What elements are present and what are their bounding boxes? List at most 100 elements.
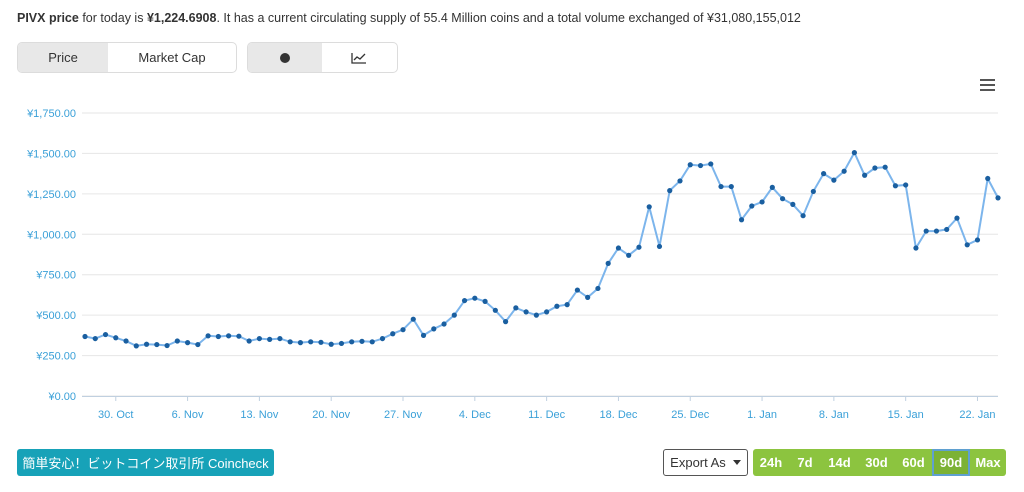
coincheck-ad-button[interactable]: 簡単安心！ビットコイン取引所 Coincheck bbox=[17, 449, 274, 476]
data-point bbox=[338, 340, 345, 347]
data-point bbox=[133, 343, 139, 349]
x-tick-label: 30. Oct bbox=[98, 409, 133, 421]
data-point bbox=[810, 188, 816, 195]
data-point bbox=[502, 319, 509, 325]
range-30d[interactable]: 30d bbox=[865, 455, 888, 470]
data-point bbox=[749, 203, 755, 209]
data-point bbox=[944, 226, 950, 233]
data-point bbox=[195, 341, 201, 348]
data-point bbox=[492, 307, 498, 313]
range-24h[interactable]: 24h bbox=[759, 455, 783, 470]
data-point bbox=[933, 228, 940, 234]
data-point bbox=[92, 335, 98, 342]
y-tick-label: ¥1,000.00 bbox=[26, 229, 76, 241]
data-point bbox=[595, 285, 601, 292]
caret-down-icon bbox=[732, 460, 741, 465]
dot-icon bbox=[280, 52, 290, 63]
data-point bbox=[851, 150, 857, 156]
data-point bbox=[441, 321, 447, 327]
data-point bbox=[769, 184, 775, 190]
data-point bbox=[379, 335, 386, 342]
y-tick-label: ¥0.00 bbox=[47, 391, 76, 403]
range-14d[interactable]: 14d bbox=[828, 455, 851, 470]
range-60d[interactable]: 60d bbox=[902, 455, 925, 470]
data-point bbox=[800, 213, 806, 219]
data-point bbox=[297, 340, 304, 346]
range-7d[interactable]: 7d bbox=[797, 455, 813, 470]
x-axis-labels: 30. Oct 6. Nov 13. Nov 20. Nov 27. Nov 4. Dec… bbox=[98, 396, 996, 421]
data-point bbox=[687, 162, 693, 168]
data-point bbox=[779, 196, 786, 202]
x-tick-label: 13. Nov bbox=[240, 409, 278, 421]
data-point bbox=[759, 199, 765, 205]
data-point bbox=[420, 332, 427, 338]
market-cap-tab[interactable]: Market Cap bbox=[138, 50, 206, 65]
data-point bbox=[923, 228, 929, 234]
line-chart-button[interactable] bbox=[322, 43, 396, 72]
data-point bbox=[882, 164, 888, 170]
export-button[interactable]: Export As bbox=[663, 449, 748, 476]
data-point bbox=[615, 245, 622, 251]
y-tick-label: ¥1,250.00 bbox=[26, 189, 76, 201]
data-point bbox=[728, 183, 734, 190]
data-point bbox=[708, 161, 714, 167]
data-point bbox=[574, 287, 581, 293]
price-tab[interactable]: Price bbox=[18, 43, 108, 72]
data-point bbox=[287, 339, 293, 345]
data-point bbox=[974, 237, 981, 243]
dot-chart-button[interactable] bbox=[248, 43, 322, 72]
x-tick-label: 20. Nov bbox=[312, 409, 350, 421]
data-point bbox=[472, 295, 478, 301]
data-point bbox=[328, 341, 334, 347]
price-series bbox=[84, 150, 999, 347]
data-point bbox=[626, 252, 632, 258]
data-point bbox=[862, 172, 868, 178]
x-tick-label: 11. Dec bbox=[528, 409, 566, 421]
data-point bbox=[154, 341, 160, 348]
coin-label: PIVX price bbox=[17, 11, 79, 25]
x-tick-label: 1. Jan bbox=[747, 409, 777, 421]
data-point bbox=[985, 175, 991, 182]
data-point bbox=[369, 339, 375, 345]
data-point bbox=[410, 316, 416, 322]
data-point bbox=[913, 245, 919, 251]
data-point bbox=[123, 338, 129, 344]
data-point bbox=[667, 188, 673, 194]
summary-text-1: for today is bbox=[78, 11, 147, 25]
data-point bbox=[872, 165, 878, 171]
data-point bbox=[174, 338, 180, 344]
range-90d[interactable]: 90d bbox=[932, 449, 970, 476]
export-label: Export As bbox=[670, 455, 726, 470]
data-point bbox=[390, 331, 396, 337]
summary-text-2: . It has a current circulating supply of… bbox=[216, 11, 801, 25]
data-point bbox=[102, 331, 109, 338]
line-chart-icon bbox=[351, 52, 366, 64]
view-toggle: Price Market Cap bbox=[17, 42, 237, 73]
data-point bbox=[308, 339, 314, 345]
hamburger-menu-icon[interactable] bbox=[980, 79, 995, 91]
data-point bbox=[697, 162, 704, 169]
data-point bbox=[523, 309, 529, 315]
x-tick-label: 15. Jan bbox=[888, 409, 924, 421]
data-point bbox=[636, 244, 642, 250]
data-point bbox=[513, 305, 519, 311]
data-point bbox=[718, 183, 724, 190]
data-point bbox=[267, 336, 273, 342]
data-point bbox=[143, 341, 150, 347]
range-Max[interactable]: Max bbox=[975, 455, 1001, 470]
data-point bbox=[451, 312, 457, 318]
data-point bbox=[831, 177, 837, 183]
data-point bbox=[677, 178, 683, 184]
data-point bbox=[554, 303, 560, 309]
current-price: ¥1,224.6908 bbox=[146, 11, 217, 25]
data-point bbox=[349, 339, 355, 345]
data-point bbox=[964, 242, 970, 248]
y-tick-label: ¥1,750.00 bbox=[26, 108, 76, 120]
y-tick-label: ¥250.00 bbox=[35, 351, 76, 363]
data-point bbox=[164, 342, 170, 349]
y-tick-label: ¥1,500.00 bbox=[26, 148, 76, 160]
data-point bbox=[903, 182, 909, 188]
data-point bbox=[277, 335, 283, 342]
data-point bbox=[461, 297, 468, 304]
data-point bbox=[841, 168, 847, 174]
